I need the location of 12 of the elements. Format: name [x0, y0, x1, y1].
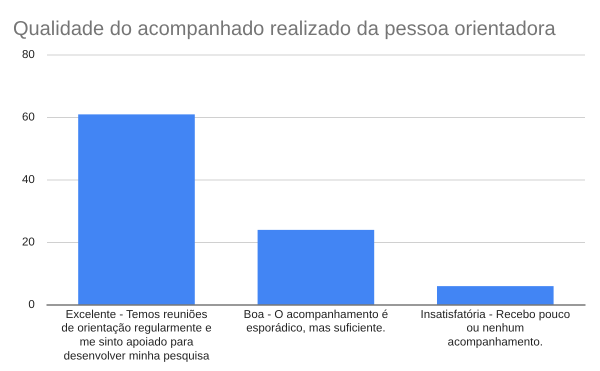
- chart-title: Qualidade do acompanhado realizado da pessoa orientadora: [13, 18, 556, 41]
- y-tick-label: 60: [22, 112, 35, 124]
- x-tick-label: Excelente - Temos reuniões de orientação regularmente e me sinto apoiado para desenvolver minha pesquisa: [61, 308, 212, 362]
- x-tick-label: Insatisfatória - Recebo pouco ou nenhum acompanhamento.: [420, 308, 570, 348]
- y-tick-label: 0: [28, 298, 35, 311]
- y-tick-label: 40: [22, 174, 35, 186]
- y-tick-label: 80: [22, 49, 35, 62]
- bar: [436, 286, 554, 304]
- x-tick-label: Boa - O acompanhamento é esporádico, mas suficiente.: [244, 308, 388, 335]
- bar: [78, 114, 195, 304]
- bar: [258, 230, 374, 304]
- y-tick-label: 20: [22, 236, 35, 249]
